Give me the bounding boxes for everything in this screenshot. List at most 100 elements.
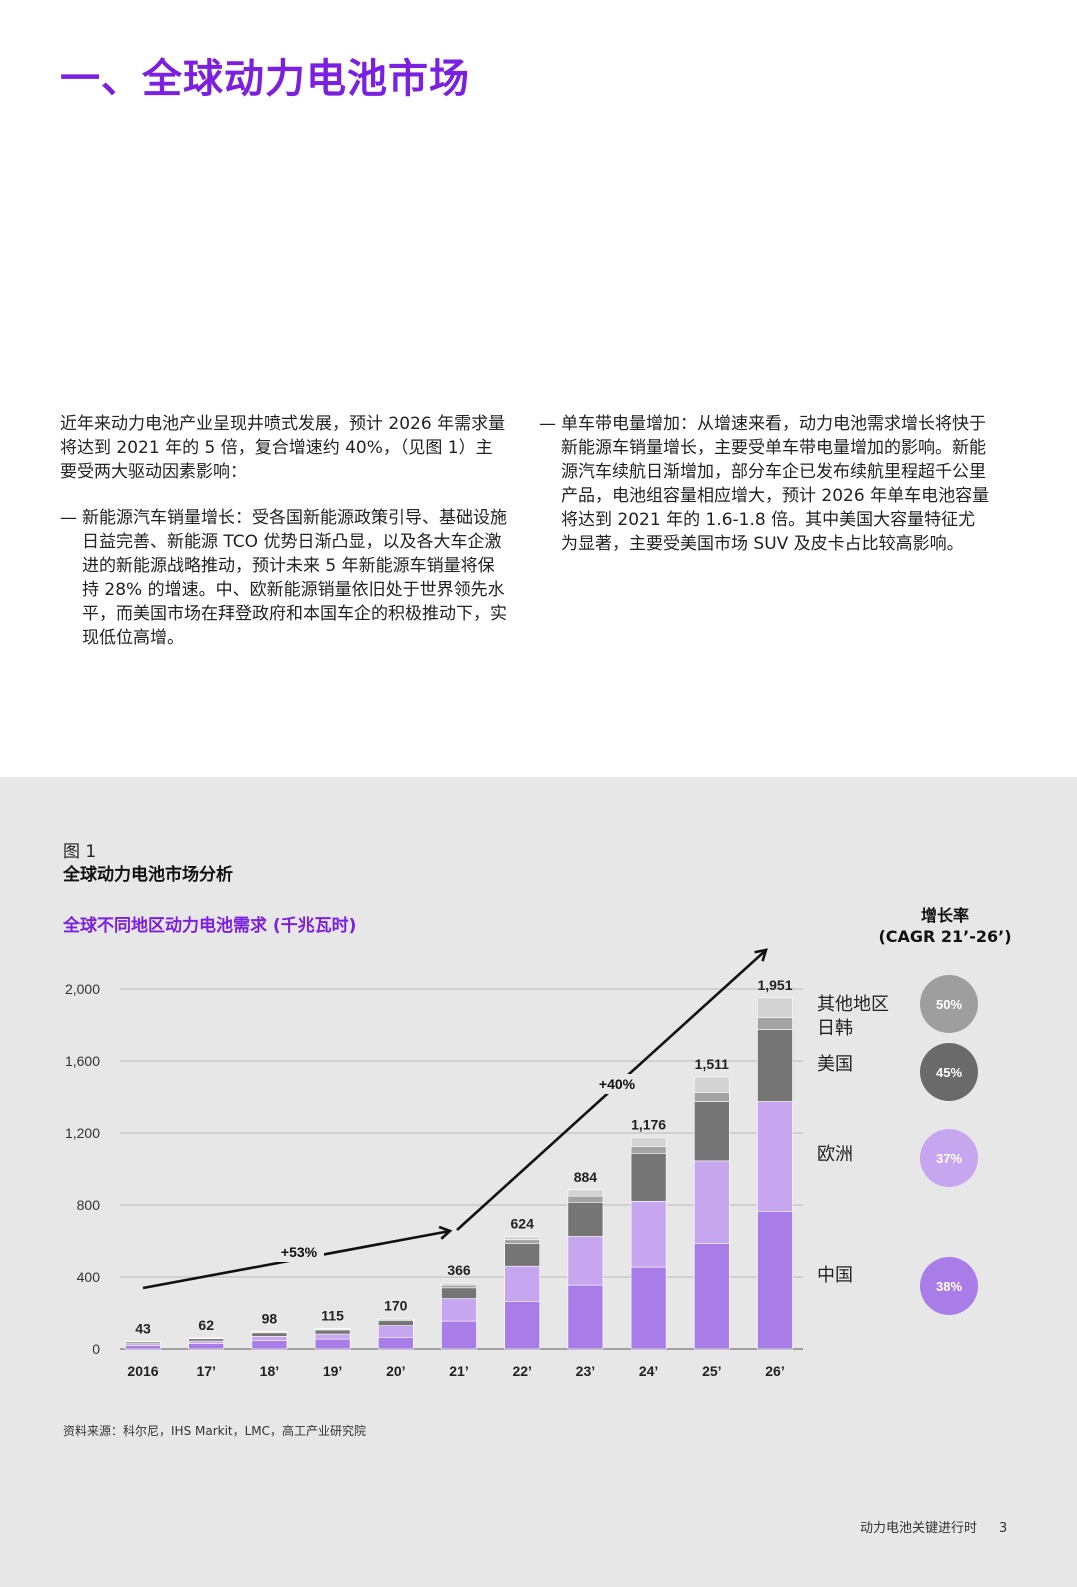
x-tick-label: 25’ <box>702 1363 721 1379</box>
cagr-title-line: 增长率 <box>920 906 969 925</box>
bar-segment <box>630 1137 667 1147</box>
bar-segment <box>630 1146 667 1154</box>
x-tick-label: 24’ <box>639 1363 658 1379</box>
bar-segment <box>693 1076 730 1093</box>
cagr-title: 增长率 (CAGR 21’-26’) <box>860 905 1030 947</box>
bar-segment <box>757 1029 793 1102</box>
bar-segment <box>188 1337 224 1339</box>
bullet-dash: — <box>539 414 556 434</box>
bar-segment <box>693 1101 730 1162</box>
bar-segment <box>567 1284 604 1350</box>
bar-segment <box>251 1332 288 1337</box>
figure-label: 图 1 <box>63 842 97 862</box>
cagr-value: 38% <box>936 1279 962 1294</box>
bar-segment <box>314 1333 351 1340</box>
left-column: 近年来动力电池产业呈现井喷式发展，预计 2026 年需求量将达到 2021 年的… <box>60 412 508 650</box>
total-label: 43 <box>135 1320 151 1336</box>
total-label: 170 <box>384 1297 408 1313</box>
bullet-battery-capacity: — 单车带电量增加：从增速来看，动力电池需求增长将快于新能源车销量增长，主要受单… <box>539 412 991 556</box>
bar-segment <box>441 1284 477 1289</box>
chart-title: 全球不同地区动力电池需求 (千兆瓦时) <box>63 916 357 936</box>
growth-annotation: +53% <box>281 1244 318 1260</box>
bar-segment <box>251 1331 288 1333</box>
bar-segment <box>441 1320 477 1350</box>
annotation-bg <box>592 1074 642 1094</box>
x-tick-label: 23’ <box>576 1363 595 1379</box>
bar-segment <box>630 1201 667 1268</box>
y-tick-label: 0 <box>92 1341 100 1357</box>
bar-segment <box>693 1243 730 1350</box>
bar-segment <box>567 1236 604 1286</box>
bar-segment <box>377 1318 414 1320</box>
cagr-circle <box>920 1257 978 1315</box>
legend-label: 其他地区 <box>817 994 889 1014</box>
bullet-ev-sales-text: 新能源汽车销量增长：受各国新能源政策引导、基础设施日益完善、新能源 TCO 优势… <box>82 508 507 648</box>
bar-segment <box>504 1301 541 1350</box>
figure-title: 全球动力电池市场分析 <box>63 865 233 885</box>
y-tick-label: 2,000 <box>65 981 100 997</box>
bar-segment <box>757 1211 793 1350</box>
total-label: 115 <box>321 1307 344 1323</box>
cagr-value: 37% <box>936 1151 962 1166</box>
footer-text: 动力电池关键进行时 <box>860 1521 978 1536</box>
page-title: 一、全球动力电池市场 <box>60 56 470 102</box>
bar-segment <box>188 1340 224 1344</box>
total-label: 62 <box>198 1317 214 1333</box>
footer: 动力电池关键进行时 3 <box>860 1517 1007 1536</box>
bar-segment <box>188 1343 224 1350</box>
total-label: 1,511 <box>695 1056 729 1072</box>
y-tick-label: 400 <box>77 1269 101 1285</box>
cagr-title-line: (CAGR 21’-26’) <box>878 927 1012 946</box>
total-label: 1,951 <box>757 977 792 993</box>
bar-segment <box>567 1195 604 1203</box>
bar-segment <box>693 1160 730 1245</box>
bar-segment <box>377 1325 414 1338</box>
total-label: 1,176 <box>631 1116 666 1132</box>
legend-label: 欧洲 <box>817 1144 853 1164</box>
cagr-circle <box>920 975 978 1033</box>
bullet-dash: — <box>60 508 77 528</box>
bar-segment <box>125 1345 161 1350</box>
bar-segment <box>377 1320 414 1326</box>
x-tick-label: 22’ <box>512 1363 531 1379</box>
legend-label: 中国 <box>817 1265 853 1285</box>
cagr-title-line: 增长率 (CAGR 21’-26’) <box>860 905 1030 947</box>
x-tick-label: 20’ <box>386 1363 405 1379</box>
bar-segment <box>630 1153 667 1202</box>
bar-segment <box>504 1236 541 1241</box>
cagr-circle <box>920 1043 978 1101</box>
bar-segment <box>441 1282 477 1286</box>
x-tick-label: 2016 <box>127 1363 158 1379</box>
bar-segment <box>314 1328 351 1330</box>
bar-segment <box>314 1338 351 1350</box>
bar-segment <box>251 1336 288 1341</box>
bar-segment <box>125 1340 161 1343</box>
bar-segment <box>251 1340 288 1350</box>
bar-segment <box>441 1287 477 1299</box>
x-tick-label: 18’ <box>260 1363 279 1379</box>
bar-segment <box>504 1239 541 1244</box>
y-tick-label: 800 <box>77 1197 101 1213</box>
x-tick-label: 17’ <box>196 1363 215 1379</box>
bullet-ev-sales: — 新能源汽车销量增长：受各国新能源政策引导、基础设施日益完善、新能源 TCO … <box>60 506 508 650</box>
total-label: 884 <box>574 1169 598 1185</box>
bar-segment <box>188 1338 224 1342</box>
intro-paragraph: 近年来动力电池产业呈现井喷式发展，预计 2026 年需求量将达到 2021 年的… <box>60 414 506 482</box>
bar-segment <box>630 1266 667 1350</box>
cagr-value: 45% <box>936 1065 962 1080</box>
figure-panel <box>0 777 1077 1587</box>
x-tick-label: 26’ <box>765 1363 784 1379</box>
bar-segment <box>757 1101 793 1212</box>
bar-segment <box>377 1337 414 1350</box>
x-tick-label: 21’ <box>449 1363 468 1379</box>
total-label: 624 <box>511 1216 535 1232</box>
x-tick-label: 19’ <box>323 1363 342 1379</box>
right-column: — 单车带电量增加：从增速来看，动力电池需求增长将快于新能源车销量增长，主要受单… <box>539 412 991 556</box>
cagr-circle <box>920 1129 978 1187</box>
bullet-battery-capacity-text: 单车带电量增加：从增速来看，动力电池需求增长将快于新能源车销量增长，主要受单车带… <box>561 414 990 554</box>
bar-segment <box>567 1189 604 1197</box>
bar-segment <box>504 1243 541 1267</box>
legend-label: 美国 <box>817 1054 853 1074</box>
y-tick-label: 1,200 <box>65 1125 100 1141</box>
